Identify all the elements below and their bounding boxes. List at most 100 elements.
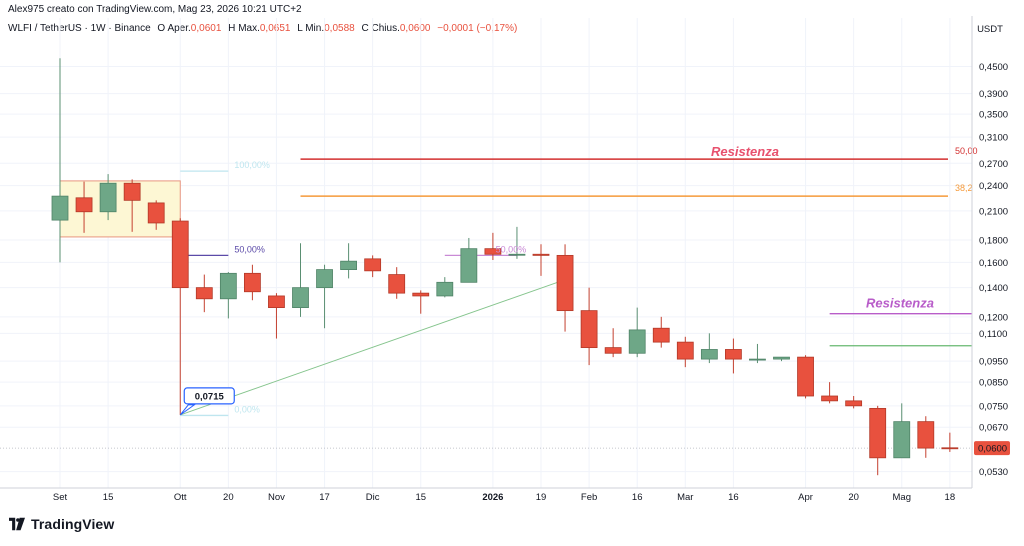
brand-name: TradingView <box>31 516 115 532</box>
candle-up <box>340 243 358 279</box>
close-value: 0,0600 <box>399 23 431 34</box>
price-tick-label: 0,1100 <box>979 329 1007 340</box>
low-key: Min. <box>305 23 325 34</box>
candle-up <box>700 333 718 364</box>
low-callout-box <box>183 387 235 405</box>
candle-down <box>147 200 165 230</box>
open-label: O <box>157 23 166 34</box>
candle-body <box>797 356 814 397</box>
candle-down <box>243 264 261 301</box>
candle-down <box>797 355 814 399</box>
candle-body <box>580 310 598 349</box>
candle-body <box>773 356 790 360</box>
candle-down <box>725 338 742 374</box>
candle-body <box>388 274 406 294</box>
brand[interactable]: TradingView <box>9 516 114 532</box>
candle-body <box>171 220 189 289</box>
candle-body <box>51 195 69 221</box>
price-tick-label: 0,0950 <box>979 357 1008 368</box>
price-tick-label: 0,0530 <box>979 467 1008 478</box>
candle-body <box>676 341 694 360</box>
candle-body <box>917 421 935 449</box>
candle-down <box>652 316 670 348</box>
candle-body <box>219 272 237 300</box>
candle-up <box>99 174 117 221</box>
candle-down <box>845 396 863 409</box>
candle-body <box>532 253 550 256</box>
candle-body <box>556 254 574 312</box>
candle-up <box>219 272 237 319</box>
candle-body <box>412 292 430 297</box>
price-tick-label: 0,2400 <box>979 181 1008 192</box>
time-tick-label: Mag <box>893 492 911 503</box>
price-tick-label: 0,3100 <box>979 133 1008 144</box>
candle-down <box>821 382 838 404</box>
last-price-tag: 0,0600 <box>974 441 1010 456</box>
candle-body <box>75 197 93 213</box>
candle-up <box>436 277 454 298</box>
candle-down <box>604 328 622 358</box>
candle-down <box>195 274 213 313</box>
price-tick-label: 0,0670 <box>979 423 1008 434</box>
candles <box>51 58 959 476</box>
time-tick-label: Ott <box>174 492 187 503</box>
last-price-tag-bg <box>974 441 1010 456</box>
candle-down <box>556 244 574 332</box>
high-label: H <box>228 23 236 34</box>
candle-down <box>580 287 598 366</box>
candle-down <box>676 336 694 368</box>
time-tick-label: Nov <box>268 492 285 503</box>
candle-body <box>749 358 766 361</box>
time-tick-label: 16 <box>728 492 739 503</box>
resistance-label-red: Resistenza <box>711 144 779 159</box>
time-tick-label: Dic <box>366 492 380 503</box>
candle-down <box>268 293 285 339</box>
candle-body <box>845 400 863 407</box>
candle-down <box>388 267 406 299</box>
time-tick-label: 17 <box>319 492 330 503</box>
low-callout-label: 0,0715 <box>195 391 225 402</box>
candle-down <box>412 290 430 314</box>
price-tick-label: 0,2700 <box>979 159 1008 170</box>
currency-label: USDT <box>977 24 1003 35</box>
candle-body <box>604 347 622 354</box>
candle-body <box>484 248 502 255</box>
candle-down <box>532 244 550 276</box>
price-tick-label: 0,3500 <box>979 110 1008 121</box>
time-tick-label: 15 <box>415 492 426 503</box>
price-tick-label: 0,1600 <box>979 258 1008 269</box>
candle-body <box>99 182 117 213</box>
candle-body <box>195 287 213 300</box>
open-key: Aper. <box>167 23 191 34</box>
annotations: Resistenza 50,00 38,2 Resistenza 100,00% 50,0… <box>179 144 978 416</box>
candle-body <box>869 407 887 459</box>
symbol-name[interactable]: WLFI / TetherUS · 1W · Binance <box>8 23 151 34</box>
tradingview-logo-icon <box>9 517 25 531</box>
candle-up <box>316 264 333 329</box>
fib-level-label: 100,00% <box>234 160 270 170</box>
time-tick-label: 20 <box>223 492 234 503</box>
time-tick-label: 20 <box>848 492 859 503</box>
low-label: L <box>297 23 303 34</box>
candle-up <box>508 226 526 259</box>
time-tick-label: Set <box>53 492 68 503</box>
candle-body <box>652 327 670 343</box>
symbol-legend: WLFI / TetherUS · 1W · Binance O Aper. 0,… <box>8 23 517 34</box>
candle-up <box>51 58 69 263</box>
candle-up <box>628 307 646 358</box>
candle-body <box>340 260 358 270</box>
close-label: C <box>361 23 369 34</box>
price-tick-label: 0,4500 <box>979 62 1008 73</box>
candle-up <box>292 243 309 317</box>
candle-body <box>243 272 261 293</box>
candle-up <box>460 237 478 283</box>
time-tick-label: 16 <box>632 492 643 503</box>
fib-level-label: 50,00% <box>234 244 265 254</box>
candle-body <box>364 258 382 272</box>
candle-body <box>268 295 285 308</box>
last-price-tag-label: 0,0600 <box>978 444 1007 455</box>
candle-body <box>725 349 742 360</box>
candle-up <box>893 403 911 459</box>
fib-level-label: 50,00% <box>496 244 527 254</box>
